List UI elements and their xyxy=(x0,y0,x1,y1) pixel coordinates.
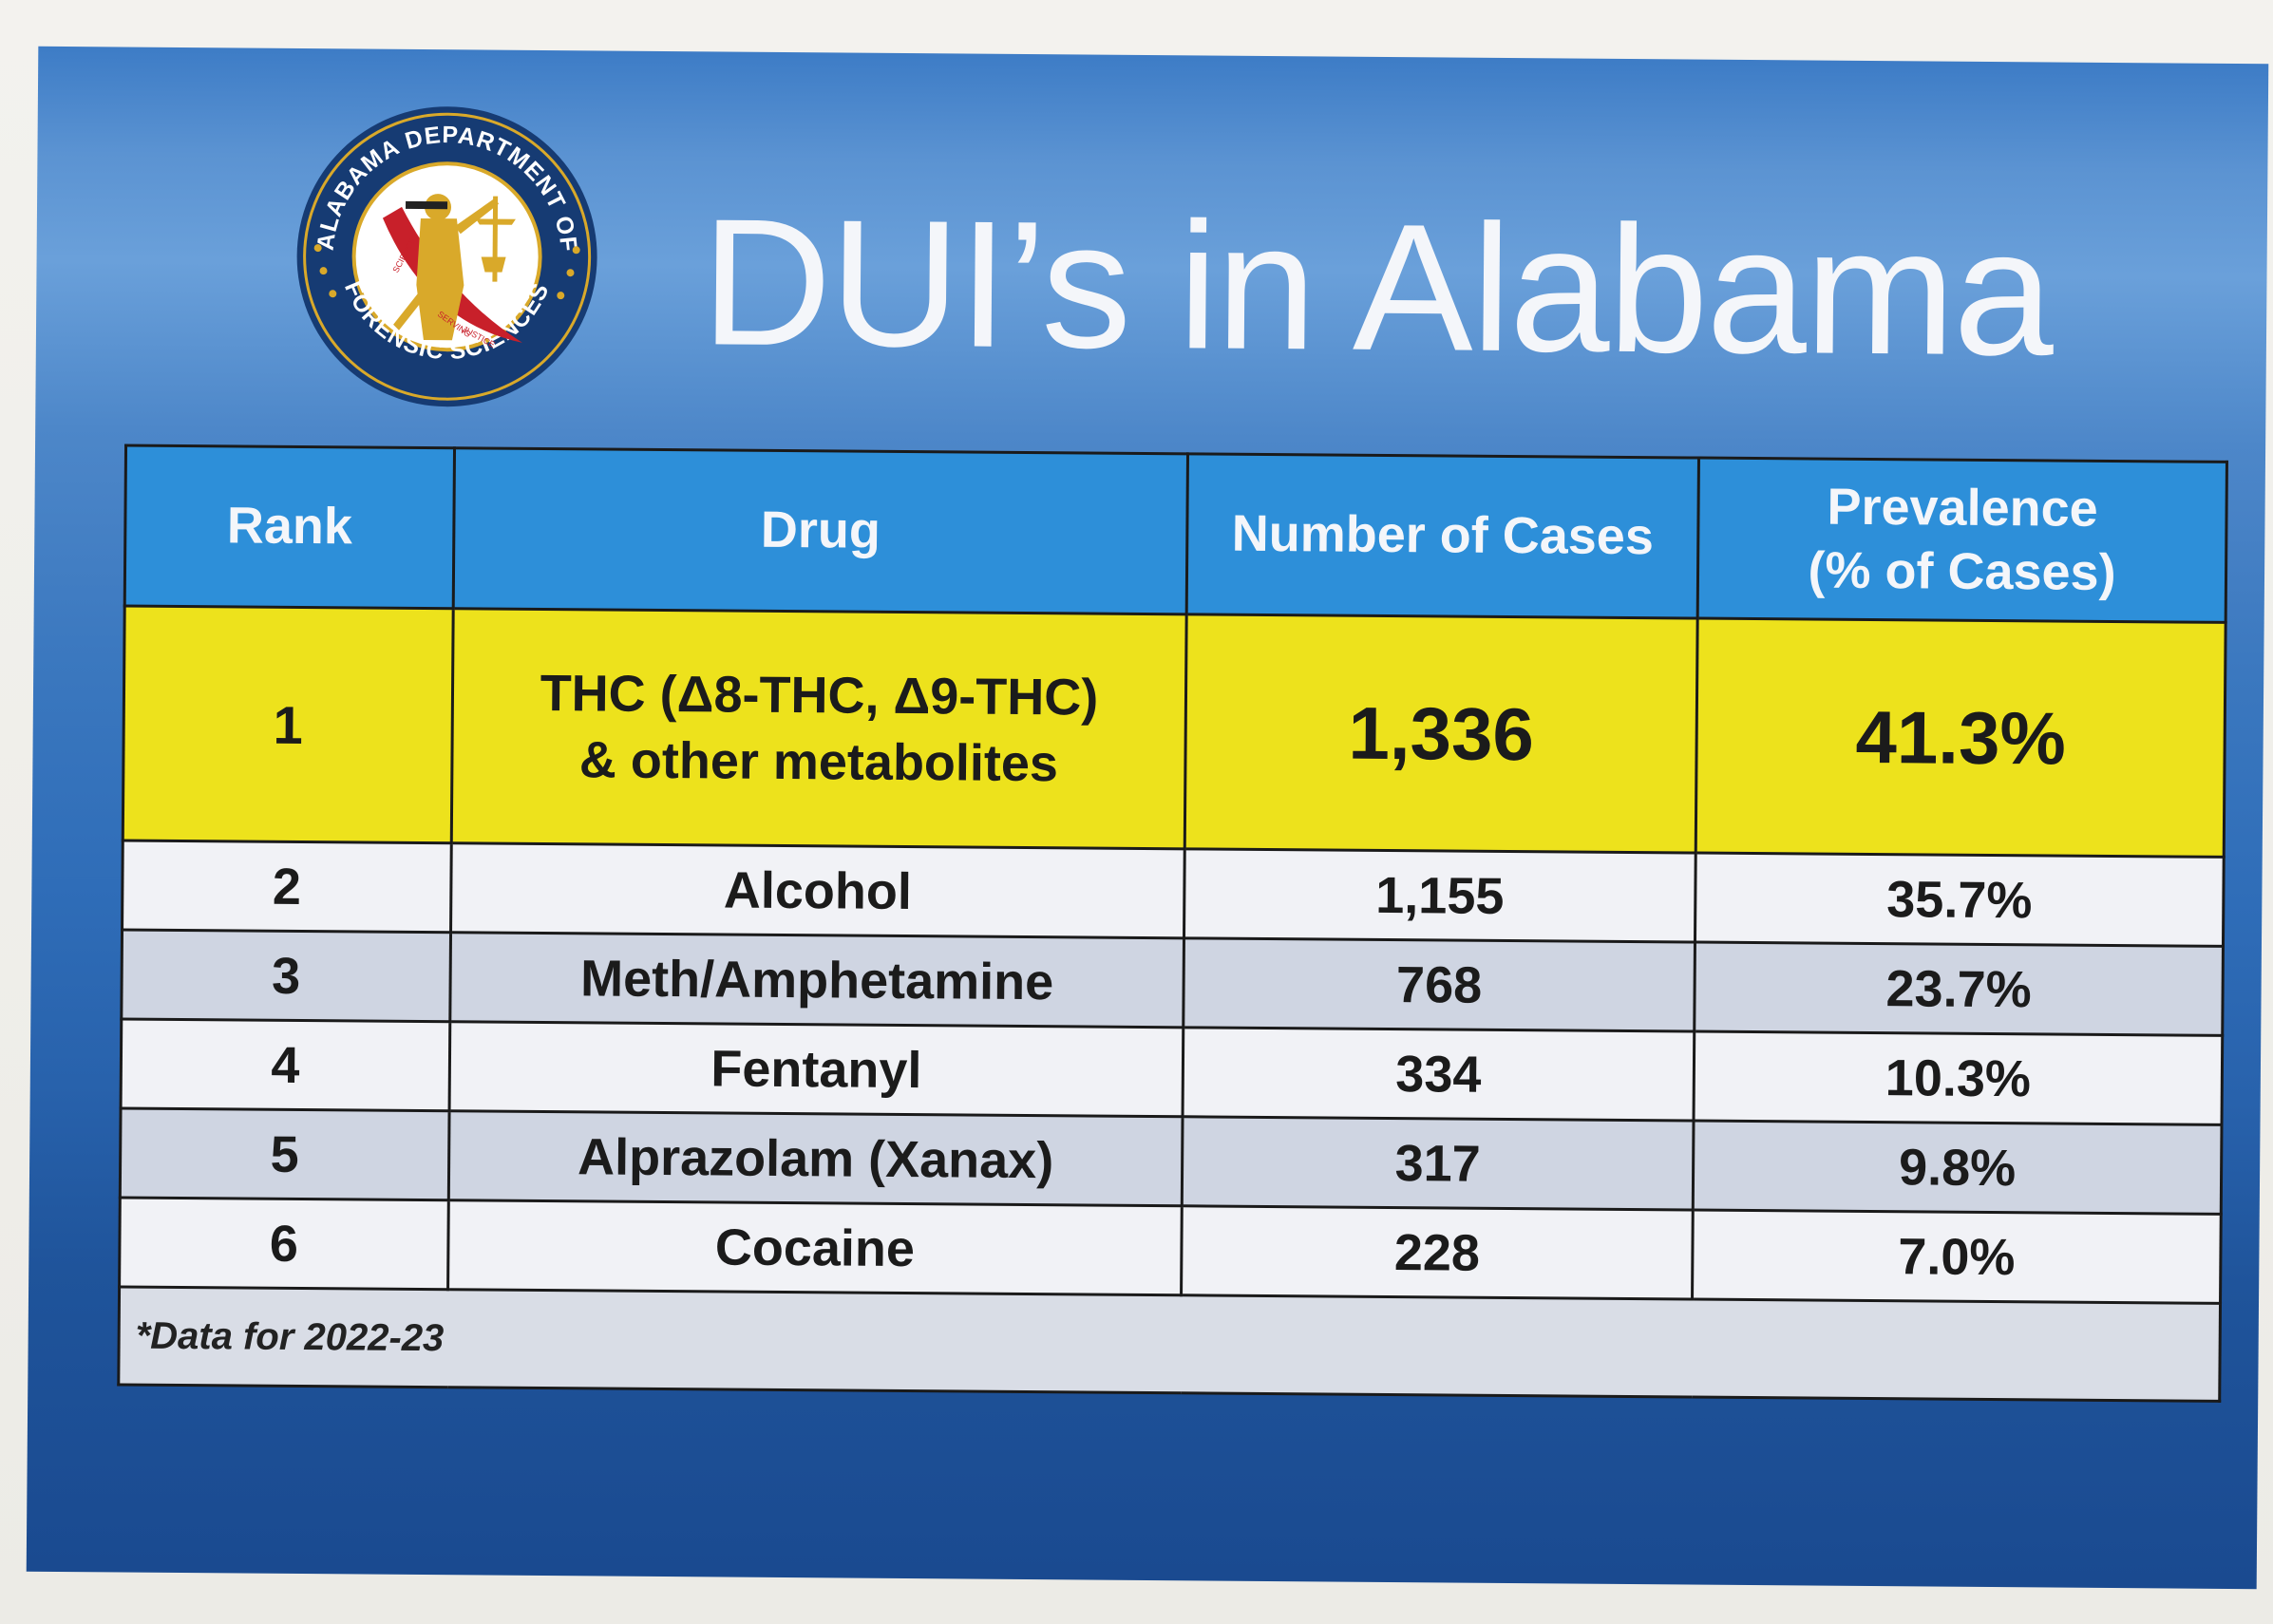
table-row: 1 THC (Δ8-THC, Δ9-THC) & other metabolit… xyxy=(123,606,2226,858)
cell-cases: 228 xyxy=(1181,1205,1694,1300)
dui-drug-table: Rank Drug Number of Cases Prevalence (% … xyxy=(117,444,2227,1410)
cell-drug: Meth/Amphetamine xyxy=(449,932,1184,1028)
header-prevalence-line2: (% of Cases) xyxy=(1808,541,2116,601)
cell-cases: 317 xyxy=(1182,1116,1695,1211)
table-row: 4 Fentanyl 334 10.3% xyxy=(121,1019,2223,1125)
lady-justice-icon xyxy=(393,194,516,341)
cell-prevalence: 23.7% xyxy=(1694,942,2224,1036)
page-title: DUI’s in Alabama xyxy=(700,181,2054,394)
header-rank: Rank xyxy=(124,445,455,609)
cell-prevalence: 10.3% xyxy=(1694,1031,2223,1125)
cell-rank: 5 xyxy=(120,1108,450,1200)
cell-drug: THC (Δ8-THC, Δ9-THC) & other metabolites xyxy=(451,608,1187,849)
cell-prevalence: 7.0% xyxy=(1692,1210,2222,1304)
slide-printout: ALABAMA DEPARTMENT OF FORENSIC SCIENCES … xyxy=(26,46,2269,1590)
cell-cases: 1,155 xyxy=(1184,848,1696,943)
table-footnote-row: *Data for 2022-23 xyxy=(118,1287,2221,1402)
table-row: 5 Alprazolam (Xanax) 317 9.8% xyxy=(120,1108,2222,1215)
red-ribbon-icon xyxy=(382,206,522,343)
cell-cases: 1,336 xyxy=(1184,614,1698,854)
header-prevalence-line1: Prevalence xyxy=(1827,478,2098,538)
seal-stars-icon xyxy=(313,244,580,300)
cell-cases: 334 xyxy=(1183,1027,1695,1122)
cell-drug: Fentanyl xyxy=(449,1021,1184,1117)
cell-drug: Alprazolam (Xanax) xyxy=(448,1110,1184,1206)
table-header-row: Rank Drug Number of Cases Prevalence (% … xyxy=(124,445,2227,623)
cell-drug-line2: & other metabolites xyxy=(578,731,1059,793)
cell-cases: 768 xyxy=(1183,937,1695,1032)
cell-prevalence: 41.3% xyxy=(1695,618,2226,858)
cell-rank: 3 xyxy=(121,930,451,1022)
cell-rank: 2 xyxy=(122,840,452,933)
cell-rank: 1 xyxy=(123,606,454,843)
footnote: *Data for 2022-23 xyxy=(118,1287,2221,1402)
cell-prevalence: 9.8% xyxy=(1693,1121,2222,1215)
cell-drug: Cocaine xyxy=(447,1199,1183,1295)
table-row: 3 Meth/Amphetamine 768 23.7% xyxy=(121,930,2224,1036)
table-row: 6 Cocaine 228 7.0% xyxy=(119,1198,2222,1304)
header-drug: Drug xyxy=(453,447,1188,614)
cell-drug-line1: THC (Δ8-THC, Δ9-THC) xyxy=(540,664,1099,727)
cell-rank: 4 xyxy=(121,1019,450,1111)
table-row: 2 Alcohol 1,155 35.7% xyxy=(122,840,2225,947)
cell-prevalence: 35.7% xyxy=(1695,853,2225,947)
header-prevalence: Prevalence (% of Cases) xyxy=(1697,458,2227,623)
forensic-sciences-seal-logo: ALABAMA DEPARTMENT OF FORENSIC SCIENCES … xyxy=(296,106,597,407)
cell-drug: Alcohol xyxy=(450,842,1185,938)
header-cases: Number of Cases xyxy=(1186,453,1699,619)
cell-rank: 6 xyxy=(119,1198,449,1290)
